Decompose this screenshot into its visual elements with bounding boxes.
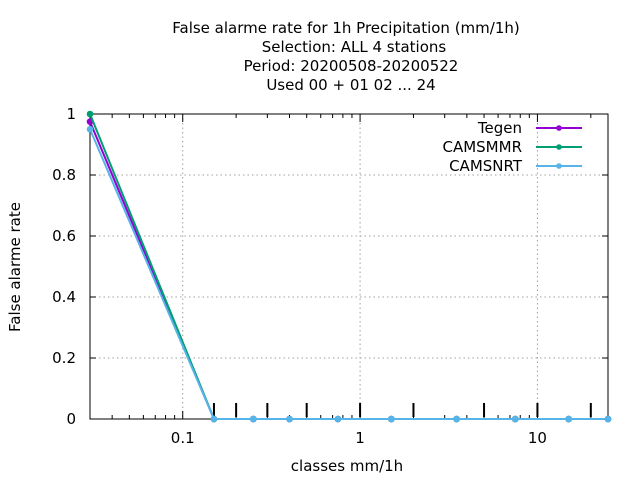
- y-tick-label-0: 0: [66, 410, 76, 428]
- point-2-0: [86, 125, 94, 133]
- title-line-1: False alarme rate for 1h Precipitation (…: [172, 19, 520, 37]
- tick-labels: 0 0.2 0.4 0.6 0.8 1 0.1 1 10: [52, 105, 547, 447]
- x-tick-label-0: 0.1: [171, 429, 195, 447]
- legend-marker-0: [556, 125, 562, 131]
- y-axis-label: False alarme rate: [6, 202, 24, 332]
- point-2-3: [286, 415, 293, 423]
- title-line-4: Used 00 + 01 02 ... 24: [266, 76, 435, 94]
- legend-label-1: CAMSMMR: [442, 138, 522, 156]
- axis-ticks: [90, 113, 608, 420]
- plot-frame: [89, 113, 609, 420]
- chart-title: False alarme rate for 1h Precipitation (…: [172, 19, 520, 94]
- point-2-7: [511, 415, 519, 423]
- grid: [90, 114, 608, 419]
- point-1-0: [86, 110, 94, 118]
- point-2-6: [453, 415, 460, 423]
- series-lines: [86, 110, 612, 423]
- x-tick-label-2: 10: [528, 429, 547, 447]
- point-2-9: [604, 415, 612, 423]
- y-tick-label-1: 0.2: [52, 349, 76, 367]
- series-line-0: [89, 121, 608, 420]
- title-line-2: Selection: ALL 4 stations: [262, 38, 447, 56]
- series-line-2: [89, 128, 608, 420]
- legend-marker-1: [556, 144, 562, 150]
- title-line-3: Period: 20200508-20200522: [244, 57, 459, 75]
- x-tick-label-1: 1: [355, 429, 365, 447]
- class-marks: [212, 403, 592, 417]
- point-2-2: [250, 415, 257, 423]
- y-tick-label-3: 0.6: [52, 227, 76, 245]
- y-tick-label-4: 0.8: [52, 166, 76, 184]
- y-tick-label-5: 1: [66, 105, 76, 123]
- point-2-4: [334, 415, 342, 423]
- point-2-1: [210, 415, 218, 423]
- legend-label-2: CAMSNRT: [449, 157, 523, 175]
- legend-label-0: Tegen: [477, 119, 522, 137]
- y-tick-label-2: 0.4: [52, 288, 76, 306]
- point-2-8: [565, 415, 572, 423]
- legend-marker-2: [556, 163, 562, 169]
- point-2-5: [388, 415, 395, 423]
- series-line-1: [89, 113, 608, 420]
- x-axis-label: classes mm/1h: [291, 457, 403, 475]
